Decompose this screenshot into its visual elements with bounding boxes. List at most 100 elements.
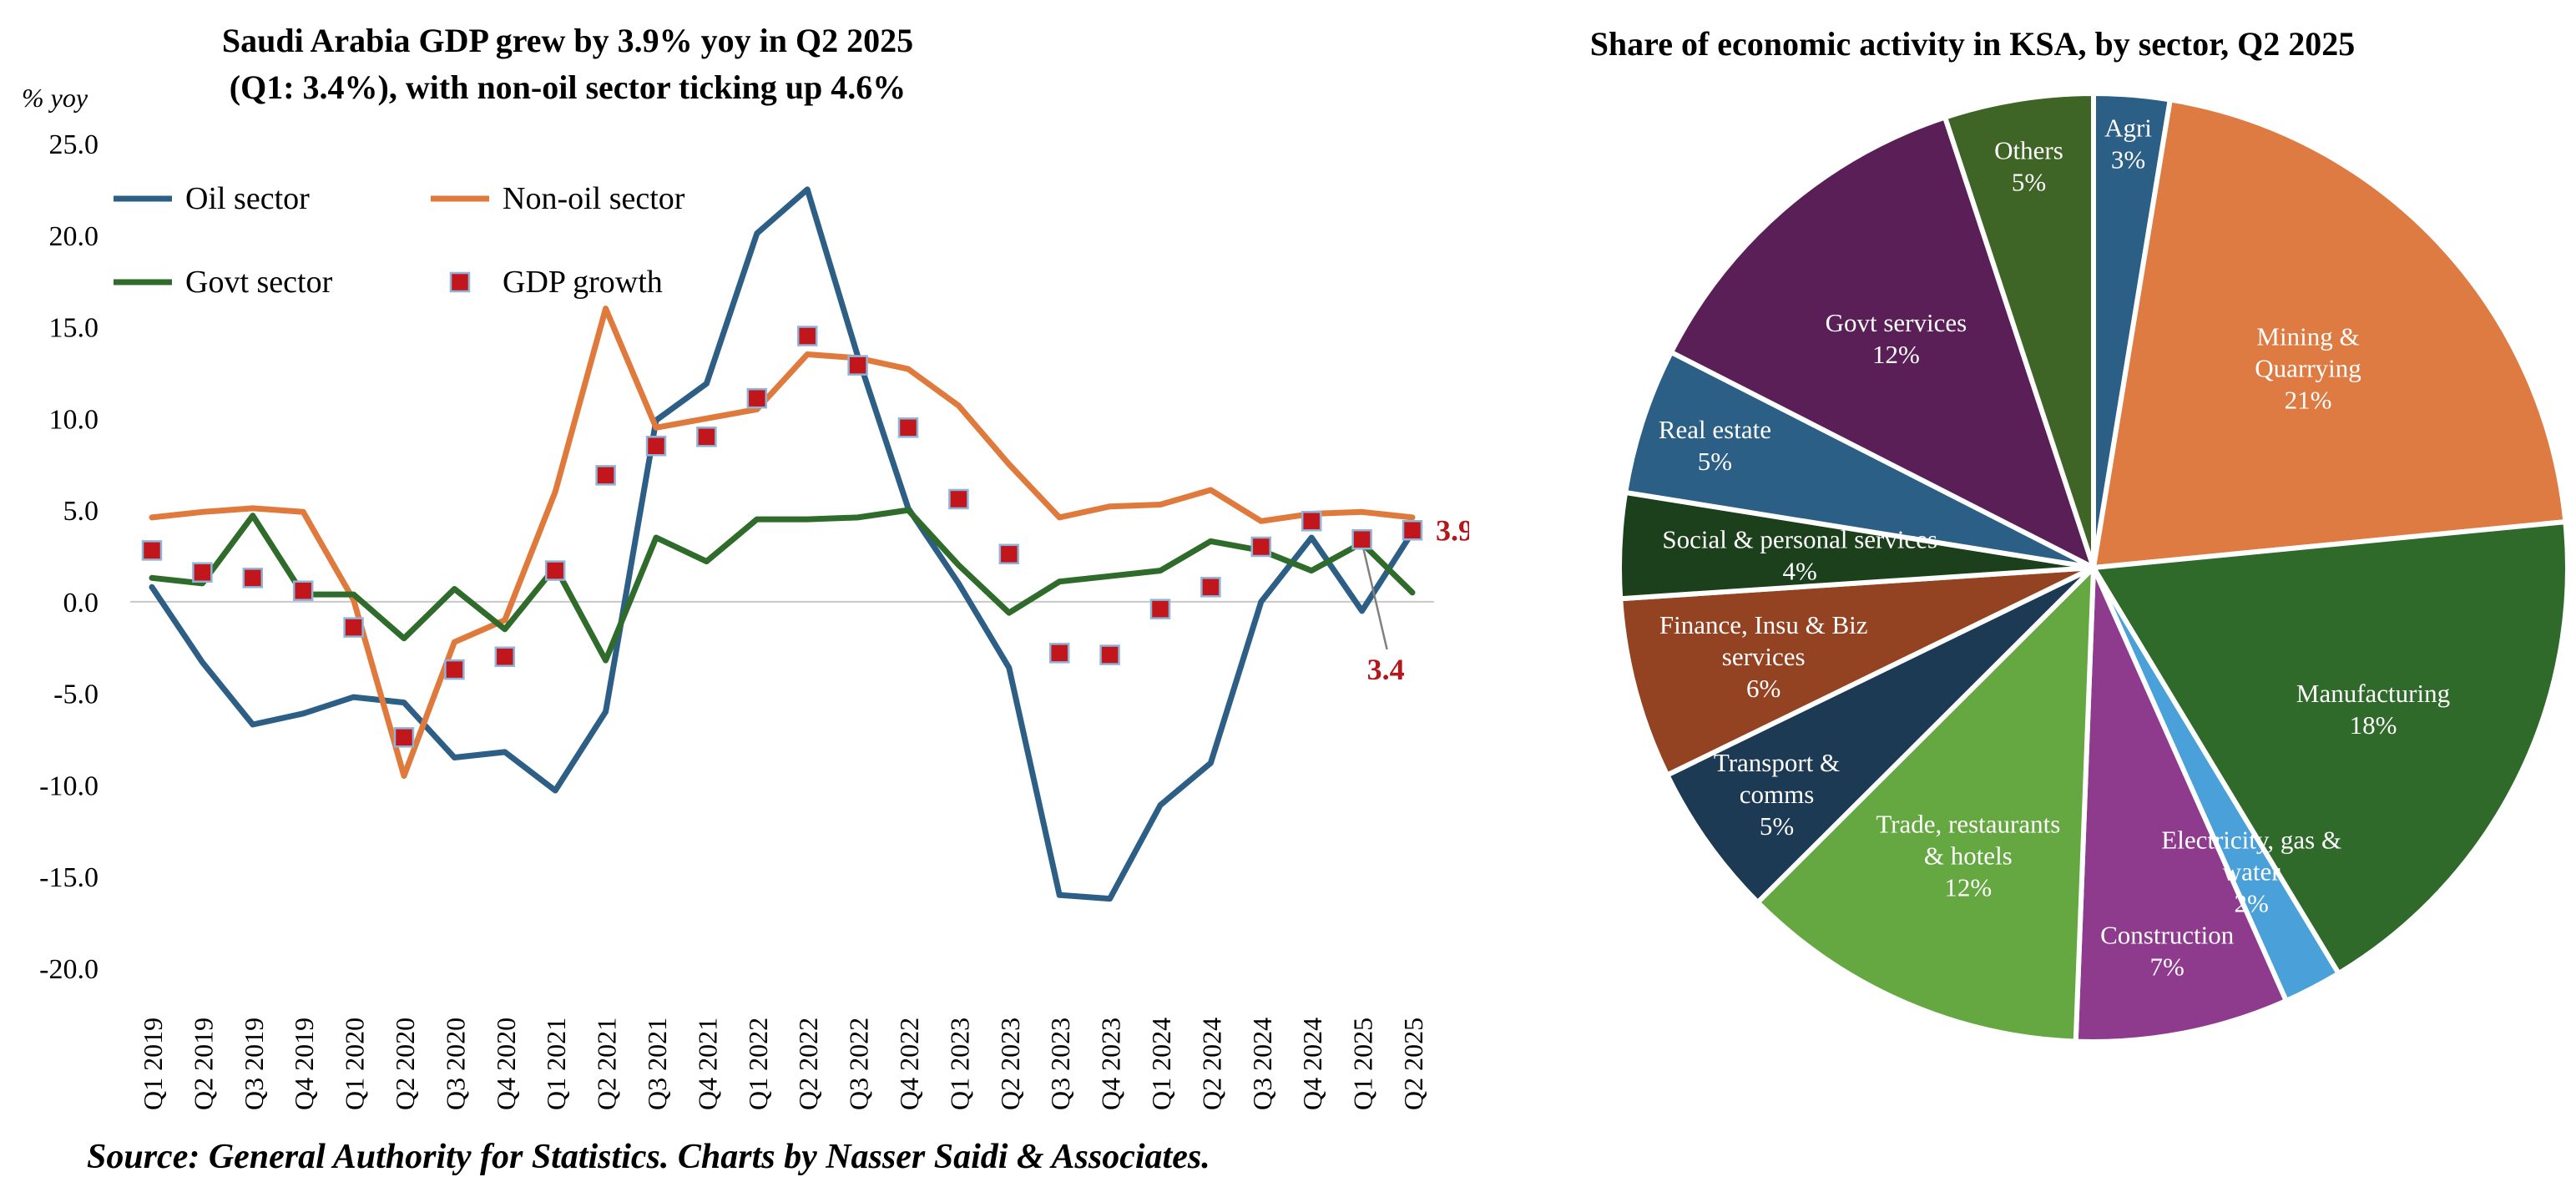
y-tick-label: 10.0 — [49, 404, 99, 435]
pie-label-mining-quarrying: Mining & Quarrying 21% — [2255, 321, 2361, 414]
y-tick-label: -10.0 — [39, 770, 98, 801]
pie-slice-others — [1942, 91, 2096, 570]
last-value-label: 3.9 — [1436, 513, 1469, 547]
x-tick-label: Q4 2020 — [491, 1018, 521, 1110]
x-tick-label: Q1 2025 — [1348, 1018, 1378, 1110]
gdp-growth-marker — [1048, 643, 1070, 664]
x-tick-label: Q2 2022 — [793, 1018, 823, 1110]
gdp-growth-marker — [1351, 528, 1372, 550]
gdp-growth-legend-swatch — [449, 271, 471, 293]
x-tick-label: Q1 2022 — [743, 1018, 773, 1110]
pie-label-transport-comms: Transport & comms 5% — [1714, 748, 1840, 841]
x-tick-label: Q3 2022 — [844, 1018, 874, 1110]
x-tick-label: Q3 2019 — [239, 1018, 269, 1110]
pie-label-social-personal-services: Social & personal services 4% — [1662, 525, 1937, 586]
pie-label-trade-restaurants-hotels: Trade, restaurants & hotels 12% — [1876, 810, 2060, 902]
gdp-growth-marker — [796, 326, 818, 346]
x-tick-label: Q2 2021 — [592, 1018, 622, 1110]
y-axis-unit-label: % yoy — [22, 83, 88, 113]
x-tick-label: Q4 2022 — [894, 1018, 924, 1110]
pie-slice-trade-restaurants-hotels — [1755, 565, 2096, 1044]
x-tick-label: Q2 2019 — [188, 1018, 218, 1110]
pie-label-construction: Construction 7% — [2100, 920, 2235, 981]
x-tick-label: Q1 2023 — [944, 1018, 974, 1110]
gdp-growth-marker — [343, 617, 364, 638]
gdp-growth-marker — [494, 646, 516, 668]
x-tick-label: Q2 2024 — [1196, 1018, 1226, 1110]
y-tick-label: 20.0 — [49, 221, 99, 252]
x-tick-label: Q3 2024 — [1247, 1018, 1277, 1110]
source-note: Source: General Authority for Statistics… — [87, 1138, 1210, 1176]
line-chart-panel: Saudi Arabia GDP grew by 3.9% yoy in Q2 … — [22, 22, 1473, 1176]
y-tick-label: 15.0 — [49, 313, 99, 344]
pie-slice-govt-services — [1668, 114, 2096, 570]
x-tick-label: Q3 2023 — [1045, 1018, 1075, 1110]
gdp-growth-marker — [1099, 644, 1120, 665]
gdp-growth-legend-label: GDP growth — [503, 265, 663, 300]
oil-sector-legend-label: Oil sector — [185, 181, 310, 216]
y-tick-label: -20.0 — [39, 954, 98, 985]
gdp-growth-marker — [948, 488, 969, 510]
y-tick-label: 0.0 — [63, 588, 99, 619]
gdp-growth-marker — [1301, 511, 1322, 532]
x-tick-label: Q4 2023 — [1096, 1018, 1126, 1110]
pie-slice-real-estate — [1623, 349, 2096, 570]
pie-chart-title: Share of economic activity in KSA, by se… — [1590, 25, 2356, 63]
pie-label-govt-services: Govt services 12% — [1826, 308, 1967, 369]
govt-sector-series-line — [149, 507, 1416, 664]
gdp-growth-marker — [998, 543, 1020, 565]
pie-label-manufacturing: Manufacturing 18% — [2296, 679, 2450, 740]
gdp-growth-marker — [1200, 577, 1221, 598]
x-tick-label: Q1 2021 — [541, 1018, 571, 1110]
gdp-growth-marker — [393, 727, 415, 748]
x-tick-label: Q2 2025 — [1398, 1018, 1428, 1110]
gdp-growth-marker — [544, 560, 566, 581]
govt-sector-legend-label: Govt sector — [185, 265, 333, 300]
y-tick-label: -15.0 — [39, 862, 98, 893]
gdp-growth-marker — [1149, 599, 1171, 619]
pie-chart-panel: Share of economic activity in KSA, by se… — [1469, 0, 2576, 1182]
y-tick-label: 25.0 — [49, 129, 99, 160]
previous-value-label: 3.4 — [1367, 653, 1405, 686]
pie-label-others: Others 5% — [1994, 136, 2063, 197]
gdp-growth-marker — [645, 436, 667, 457]
x-tick-label: Q1 2024 — [1146, 1018, 1176, 1110]
x-tick-label: Q4 2019 — [289, 1018, 319, 1110]
non-oil-sector-legend-label: Non-oil sector — [503, 181, 685, 216]
pie-label-real-estate: Real estate 5% — [1659, 415, 1771, 476]
oil-sector-series-line — [149, 186, 1416, 902]
x-tick-label: Q3 2020 — [440, 1018, 470, 1110]
gdp-growth-marker — [444, 659, 465, 680]
gdp-growth-marker — [192, 562, 213, 583]
pie-slice-manufacturing — [2091, 519, 2570, 977]
gdp-growth-marker — [292, 580, 314, 601]
gdp-growth-marker — [1402, 520, 1423, 541]
gdp-growth-marker — [696, 427, 717, 447]
gdp-growth-marker — [897, 417, 919, 438]
line-chart-title-line1: Saudi Arabia GDP grew by 3.9% yoy in Q2 … — [222, 22, 913, 59]
gdp-growth-marker — [746, 387, 768, 409]
x-tick-label: Q1 2020 — [340, 1018, 370, 1110]
pie-slice-construction — [2073, 565, 2289, 1044]
pie-slice-finance-insu-biz-services — [1618, 565, 2096, 778]
sector-share-pie-chart: Share of economic activity in KSA, by se… — [1590, 25, 2570, 1044]
gdp-growth-marker — [847, 355, 868, 376]
gdp-growth-marker — [595, 465, 616, 486]
gdp-growth-line-chart: Saudi Arabia GDP grew by 3.9% yoy in Q2 … — [22, 22, 1473, 1110]
pie-slice-mining-quarrying — [2091, 97, 2568, 570]
x-tick-label: Q2 2020 — [390, 1018, 420, 1110]
x-tick-label: Q4 2021 — [692, 1018, 722, 1110]
pie-label-finance-insu-biz-services: Finance, Insu & Biz services 6% — [1659, 610, 1868, 703]
gdp-growth-marker — [141, 540, 163, 561]
gdp-growth-marker — [242, 568, 264, 588]
pie-slice-transport-comms — [1664, 565, 2096, 906]
gdp-growth-marker — [1250, 536, 1272, 558]
y-tick-label: -5.0 — [53, 679, 98, 710]
y-tick-label: 5.0 — [63, 496, 99, 527]
x-tick-label: Q3 2021 — [642, 1018, 672, 1110]
pie-label-electricity-gas-water: Electricity, gas & water 2% — [2161, 826, 2341, 918]
line-chart-title-line2: (Q1: 3.4%), with non-oil sector ticking … — [230, 68, 906, 106]
x-tick-label: Q2 2023 — [995, 1018, 1025, 1110]
x-tick-label: Q4 2024 — [1297, 1018, 1327, 1110]
callout-leader-line — [1362, 548, 1388, 650]
